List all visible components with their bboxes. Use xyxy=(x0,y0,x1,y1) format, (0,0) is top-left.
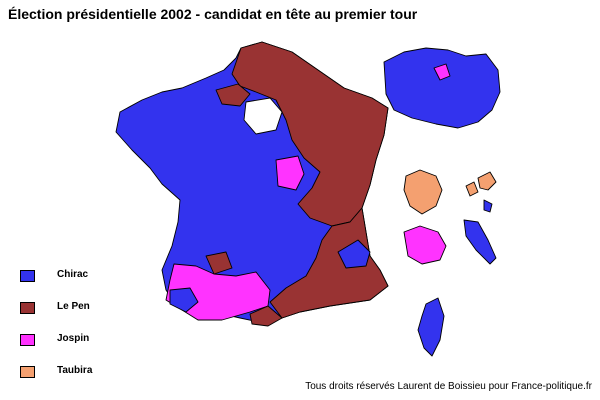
gers-chirac-region xyxy=(169,287,199,313)
credit-text: Tous droits réservés Laurent de Boissieu… xyxy=(305,381,592,392)
legend-swatch-jospin xyxy=(20,334,35,346)
legend-item-jospin: Jospin xyxy=(20,332,160,348)
alps-chirac-region xyxy=(337,239,371,269)
legend-swatch-le-pen xyxy=(20,302,35,314)
reunion-jospin-region xyxy=(403,225,447,265)
mayotte-chirac-region xyxy=(463,219,497,265)
southeast-le-pen-region xyxy=(269,207,389,319)
legend-item-le-pen: Le Pen xyxy=(20,300,160,316)
legend-item-taubira: Taubira xyxy=(20,364,160,380)
map-title: Élection présidentielle 2002 - candidat … xyxy=(8,6,418,22)
guadeloupe-east-taubira-region xyxy=(477,171,497,191)
center-jospin-region xyxy=(275,155,305,191)
legend-label-chirac: Chirac xyxy=(57,269,89,280)
paris-jospin-region xyxy=(433,63,451,81)
legend-swatch-chirac xyxy=(20,270,35,282)
ile-de-france-inset xyxy=(383,47,501,129)
guyane-taubira-region xyxy=(403,169,443,215)
legend-label-le-pen: Le Pen xyxy=(57,301,90,312)
corsica-region xyxy=(417,297,445,357)
legend-label-taubira: Taubira xyxy=(57,365,93,376)
ile-de-france-gap xyxy=(243,97,283,135)
legend-label-jospin: Jospin xyxy=(57,333,90,344)
guadeloupe-taubira-region xyxy=(465,181,479,197)
legend-item-chirac: Chirac xyxy=(20,268,160,284)
normandy-le-pen-region xyxy=(215,83,251,107)
legend-swatch-taubira xyxy=(20,366,35,378)
martinique-chirac-region xyxy=(483,199,493,213)
pyrenees-le-pen-region xyxy=(249,305,283,327)
southwest-le-pen-region xyxy=(205,251,233,275)
